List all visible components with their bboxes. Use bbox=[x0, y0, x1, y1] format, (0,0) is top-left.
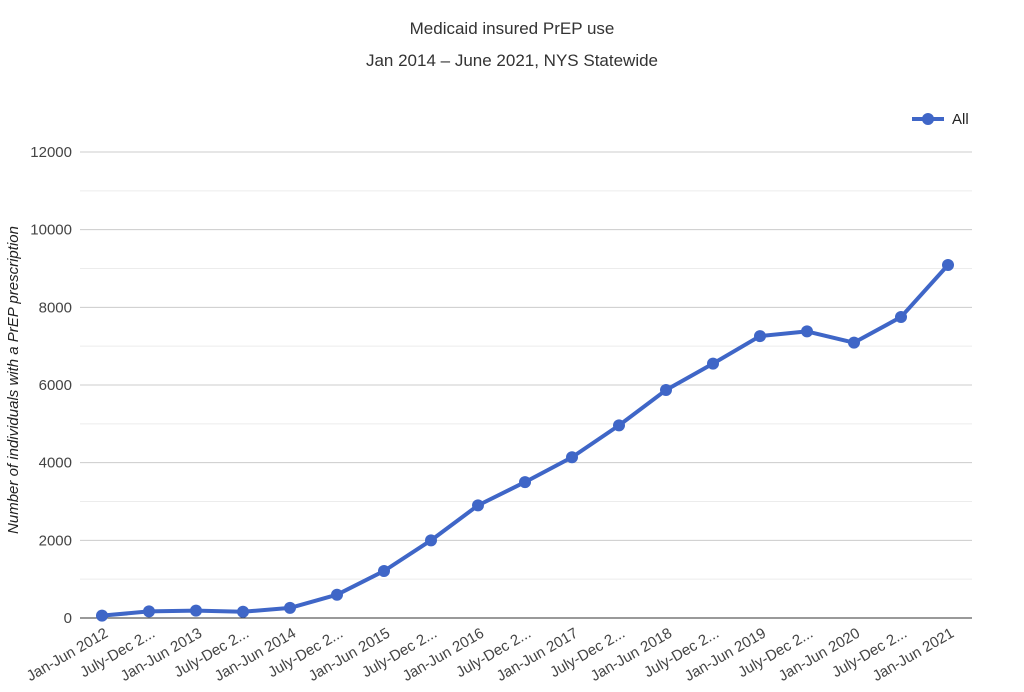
data-point bbox=[472, 499, 484, 512]
chart-subtitle: Jan 2014 – June 2021, NYS Statewide bbox=[365, 51, 659, 70]
chart-title: Medicaid insured PrEP use bbox=[409, 19, 615, 38]
data-point bbox=[143, 605, 155, 618]
y-tick-label: 10000 bbox=[30, 222, 72, 239]
data-point bbox=[519, 476, 531, 489]
y-axis-title: Number of individuals with a PrEP prescr… bbox=[5, 226, 22, 534]
y-tick-label: 4000 bbox=[39, 455, 72, 472]
y-tick-label: 2000 bbox=[39, 532, 72, 549]
data-point bbox=[237, 605, 249, 618]
y-tick-label: 12000 bbox=[30, 144, 72, 161]
legend: All bbox=[912, 111, 969, 128]
data-point bbox=[566, 451, 578, 464]
y-tick-label: 6000 bbox=[39, 377, 72, 394]
data-point bbox=[895, 311, 907, 324]
series-line bbox=[100, 263, 950, 618]
y-tick-label: 0 bbox=[64, 610, 72, 627]
data-point bbox=[190, 604, 202, 617]
data-point bbox=[284, 601, 296, 614]
data-point bbox=[754, 330, 766, 343]
data-point bbox=[848, 336, 860, 349]
data-point bbox=[96, 609, 108, 622]
legend-marker bbox=[922, 113, 934, 125]
data-point bbox=[425, 534, 437, 547]
data-point bbox=[942, 259, 954, 272]
data-point bbox=[660, 384, 672, 397]
legend-label: All bbox=[952, 111, 969, 128]
data-point bbox=[801, 325, 813, 338]
data-point bbox=[613, 419, 625, 432]
data-point bbox=[331, 588, 343, 601]
data-point bbox=[707, 357, 719, 370]
y-tick-label: 8000 bbox=[39, 299, 72, 316]
data-point bbox=[378, 565, 390, 578]
